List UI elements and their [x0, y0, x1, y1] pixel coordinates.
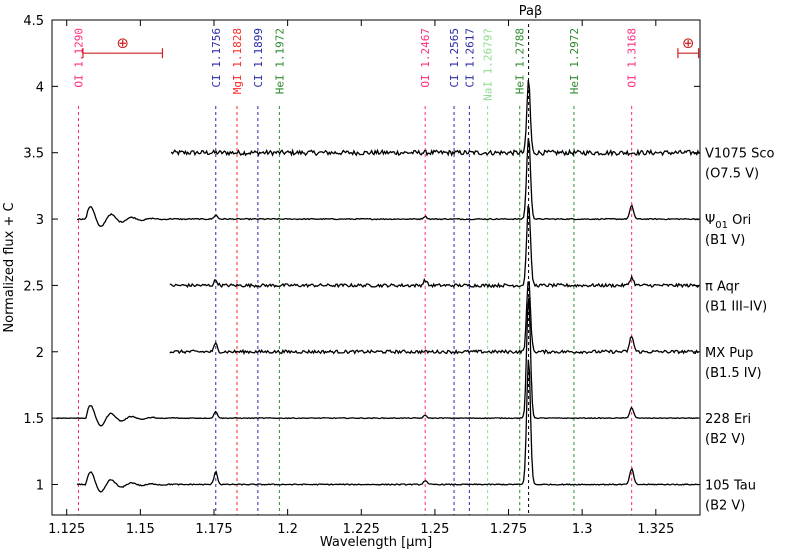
- line-label: CI 1.2565: [448, 28, 461, 88]
- spectrum-line: [76, 359, 700, 493]
- y-tick-label: 3.5: [23, 147, 44, 162]
- spectral-type: (B1.5 IV): [705, 366, 762, 381]
- line-label: CI 1.2617: [463, 28, 476, 88]
- star-name: MX Pup: [705, 346, 753, 361]
- x-tick-label: 1.3: [572, 522, 593, 537]
- spectrum-line: [170, 79, 700, 157]
- line-label: HeI 1.2788: [514, 28, 527, 94]
- line-label: OI 1.3168: [626, 28, 639, 88]
- y-tick-label: 2.5: [23, 279, 44, 294]
- line-label: HeI 1.2972: [568, 28, 581, 94]
- x-tick-label: 1.125: [48, 522, 85, 537]
- star-name: π Aqr: [705, 279, 740, 294]
- y-tick-label: 3: [36, 213, 44, 228]
- y-tick-label: 2: [36, 346, 44, 361]
- star-labels: V1075 Sco (O7.5 V) Ψ01 Ori (B1 V) π Aqr (B1 I…: [705, 147, 775, 514]
- star-name: 228 Eri: [705, 412, 751, 427]
- line-labels: OI 1.1290 CI 1.1756 MgI 1.1828 CI 1.1899 HeI…: [73, 28, 639, 101]
- earth-symbol: ⊕: [116, 34, 129, 52]
- spectrum-line: [169, 280, 700, 355]
- line-label: OI 1.2467: [419, 28, 432, 88]
- spectrum-line: [76, 137, 700, 227]
- line-label: CI 1.1899: [252, 28, 265, 88]
- x-tick-label: 1.225: [343, 522, 380, 537]
- y-tick-label: 4: [36, 80, 44, 95]
- spectral-type: (B1 V): [705, 233, 745, 248]
- spectral-type: (B2 V): [705, 432, 745, 447]
- line-label: HeI 1.1972: [273, 28, 286, 94]
- x-tick-label: 1.2: [277, 522, 298, 537]
- spectra-series: [56, 79, 700, 493]
- x-tick-label: 1.15: [126, 522, 155, 537]
- line-label: OI 1.1290: [73, 28, 86, 88]
- telluric-bands: ⊕ ⊕: [82, 34, 700, 59]
- y-tick-label: 1.5: [23, 412, 44, 427]
- line-label: MgI 1.1828: [231, 28, 244, 94]
- star-name: V1075 Sco: [705, 147, 775, 162]
- star-name: Ψ01 Ori: [705, 213, 751, 231]
- spectral-type: (B2 V): [705, 498, 745, 513]
- y-tick-label: 4.5: [23, 14, 44, 29]
- line-label: CI 1.1756: [210, 28, 223, 88]
- spectrum-line: [56, 297, 699, 427]
- axes: 1.125 1.15 1.175 1.2 1.225 1.25 1.275 1.3 1.325 1…: [23, 14, 700, 537]
- x-tick-label: 1.175: [195, 522, 232, 537]
- plot-frame: [51, 19, 701, 516]
- x-axis-title: Wavelength [μm]: [320, 535, 432, 550]
- spectral-type: (O7.5 V): [705, 167, 759, 182]
- x-tick-label: 1.25: [420, 522, 449, 537]
- spectral-type: (B1 III–IV): [705, 299, 767, 314]
- star-name: 105 Tau: [705, 478, 756, 493]
- x-tick-label: 1.325: [637, 522, 674, 537]
- pa-beta-label: Paβ: [519, 4, 543, 19]
- x-tick-label: 1.275: [490, 522, 527, 537]
- earth-symbol: ⊕: [682, 34, 695, 52]
- y-axis-title: Normalized flux + C: [2, 202, 17, 332]
- spectrum-line: [169, 205, 700, 289]
- marker-lines: [78, 24, 633, 515]
- y-tick-label: 1: [36, 478, 44, 493]
- line-label: NaI 1.2679?: [482, 28, 495, 101]
